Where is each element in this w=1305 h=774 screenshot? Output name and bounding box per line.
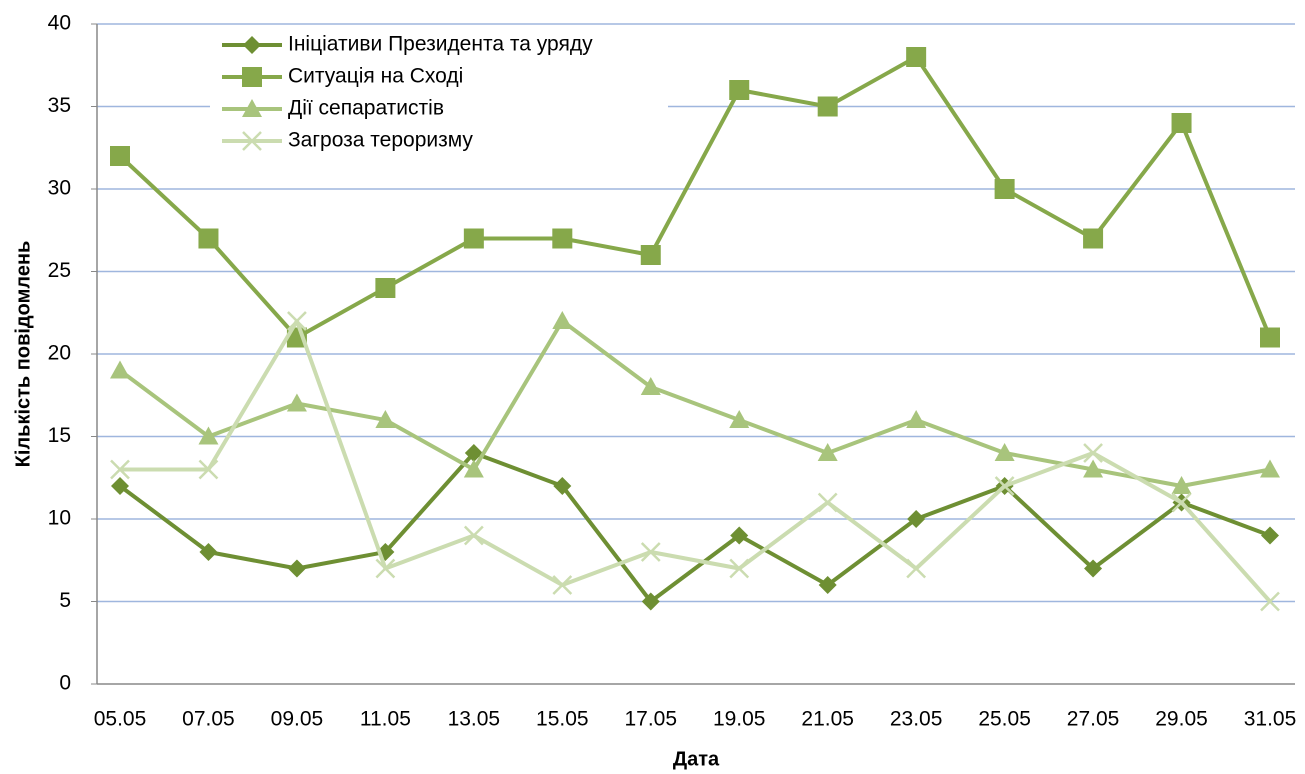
x-tick-label: 25.05: [978, 708, 1031, 731]
marker: [198, 426, 219, 445]
marker: [817, 443, 838, 461]
marker: [1171, 476, 1192, 494]
x-tick-label: 31.05: [1244, 708, 1297, 731]
series-line: [120, 319, 1272, 603]
marker: [729, 558, 750, 579]
marker: [729, 80, 750, 100]
marker: [287, 311, 307, 331]
series: [110, 311, 1280, 494]
marker: [1083, 443, 1103, 463]
marker: [552, 575, 573, 595]
marker: [1260, 459, 1280, 478]
marker: [729, 410, 750, 428]
marker: [552, 228, 573, 249]
y-tick-label: 0: [59, 672, 71, 695]
marker: [110, 459, 130, 480]
marker: [463, 525, 484, 546]
legend-marker: [242, 99, 262, 117]
marker: [1171, 113, 1192, 133]
marker: [198, 459, 219, 480]
marker: [817, 492, 838, 513]
marker: [994, 476, 1015, 496]
x-tick-label: 15.05: [536, 708, 589, 731]
marker: [111, 477, 129, 495]
x-tick-label: 11.05: [360, 708, 411, 731]
series-line: [118, 55, 1272, 340]
y-tick-label: 5: [59, 589, 71, 612]
marker: [375, 410, 396, 428]
x-tick-label: 19.05: [713, 708, 766, 731]
y-tick-label: 25: [48, 259, 71, 282]
marker: [1171, 492, 1192, 513]
series: [111, 444, 1279, 611]
x-tick-label: 07.05: [182, 708, 235, 731]
y-tick-label: 35: [48, 94, 71, 117]
y-tick-label: 30: [48, 177, 71, 200]
legend-marker: [242, 131, 262, 151]
y-tick-label: 20: [48, 342, 71, 365]
legend-label: Загроза тероризму: [288, 129, 473, 152]
marker: [463, 228, 484, 249]
marker: [1260, 591, 1280, 612]
legend-box: [210, 28, 668, 160]
y-tick-label: 15: [48, 424, 71, 447]
marker: [906, 47, 927, 67]
marker: [817, 96, 838, 117]
series-line: [118, 319, 1271, 488]
marker: [110, 146, 130, 166]
marker: [198, 228, 219, 249]
marker: [199, 543, 218, 561]
marker: [287, 559, 306, 578]
legend-label: Ініціативи Президента та уряду: [288, 33, 593, 56]
y-axis-label: Кількість повідомлень: [12, 241, 34, 468]
marker: [907, 510, 926, 528]
marker: [110, 360, 130, 379]
legend-marker: [243, 36, 261, 54]
series-line: [118, 451, 1271, 604]
series: [110, 311, 1280, 612]
marker: [552, 311, 573, 329]
x-tick-label: 17.05: [624, 708, 677, 731]
legend-label: Ситуація на Сході: [288, 65, 463, 88]
marker: [994, 443, 1015, 461]
x-tick-label: 21.05: [801, 708, 854, 731]
x-tick-label: 27.05: [1067, 708, 1120, 731]
marker: [1261, 526, 1279, 545]
legend: Ініціативи Президента та уряду Ситуація н…: [210, 28, 668, 160]
y-tick-label: 40: [48, 12, 71, 35]
x-axis-label: Дата: [673, 748, 720, 770]
marker: [286, 393, 307, 412]
y-tick-label: 10: [48, 507, 71, 530]
marker: [1083, 228, 1104, 249]
marker: [640, 542, 661, 562]
marker: [1083, 459, 1104, 478]
x-tick-label: 05.05: [94, 708, 147, 731]
legend-label: Дії сепаратистів: [288, 97, 444, 120]
marker: [464, 444, 483, 462]
marker: [818, 576, 837, 594]
marker: [994, 179, 1015, 199]
marker: [1260, 327, 1280, 348]
marker: [640, 377, 661, 395]
marker: [640, 245, 661, 265]
x-tick-label: 13.05: [448, 708, 501, 731]
marker: [463, 459, 484, 478]
x-tick-label: 09.05: [271, 708, 324, 731]
x-tick-label: 29.05: [1155, 708, 1208, 731]
marker: [906, 558, 927, 579]
marker: [906, 410, 927, 428]
marker: [375, 558, 396, 579]
x-tick-label: 23.05: [890, 708, 943, 731]
marker: [553, 477, 572, 495]
marker: [375, 278, 396, 298]
marker: [730, 526, 749, 545]
marker: [1084, 559, 1103, 578]
legend-marker: [242, 67, 262, 87]
marker: [641, 592, 660, 611]
